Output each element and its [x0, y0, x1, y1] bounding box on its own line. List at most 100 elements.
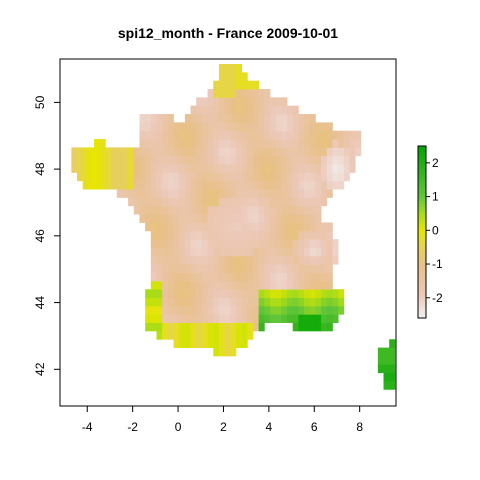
raster-cell	[264, 289, 271, 298]
raster-cell	[315, 297, 322, 307]
raster-cell	[241, 330, 248, 340]
raster-cell	[207, 205, 214, 215]
raster-cell	[179, 155, 186, 165]
legend-color-step	[418, 166, 426, 170]
raster-cell	[321, 305, 328, 315]
raster-cell	[190, 114, 197, 123]
raster-cell	[190, 147, 197, 157]
raster-cell	[139, 214, 146, 223]
raster-cell	[309, 205, 316, 215]
raster-cell	[156, 172, 163, 182]
raster-cell	[218, 122, 225, 132]
raster-cell	[179, 297, 186, 307]
raster-cell	[258, 305, 265, 315]
legend-color-step	[418, 272, 426, 276]
raster-cell	[201, 139, 208, 148]
raster-cell	[213, 80, 220, 90]
raster-cell	[281, 139, 288, 148]
raster-cell	[287, 272, 294, 282]
raster-cell	[241, 164, 248, 173]
raster-cell	[150, 247, 157, 257]
raster-cell	[218, 264, 225, 273]
raster-cell	[235, 164, 243, 173]
raster-cell	[218, 280, 225, 290]
raster-cell	[150, 230, 157, 240]
raster-cell	[252, 139, 260, 148]
raster-cell	[213, 330, 220, 340]
raster-cell	[270, 247, 277, 257]
raster-cell	[332, 255, 339, 265]
raster-cell	[247, 264, 254, 273]
raster-cell	[218, 147, 225, 157]
legend-color-step	[418, 183, 426, 187]
raster-cell	[196, 105, 203, 115]
raster-cell	[241, 314, 248, 323]
raster-cell	[309, 255, 316, 265]
raster-cell	[224, 164, 231, 173]
raster-cell	[156, 122, 163, 132]
raster-cell	[207, 214, 214, 223]
raster-cell	[88, 164, 95, 173]
raster-cell	[235, 289, 243, 298]
legend-color-step	[418, 174, 426, 179]
raster-cell	[201, 322, 208, 332]
raster-cell	[82, 155, 89, 165]
raster-cell	[213, 289, 220, 298]
raster-cell	[247, 280, 254, 290]
raster-cell	[218, 180, 225, 190]
raster-cell	[332, 305, 339, 315]
raster-cell	[71, 164, 78, 173]
legend-color-step	[418, 315, 426, 319]
raster-cell	[213, 205, 220, 215]
raster-cell	[270, 239, 277, 248]
raster-cell	[304, 272, 311, 282]
legend-color-step	[418, 283, 426, 287]
raster-cell	[343, 139, 350, 148]
raster-cell	[190, 264, 197, 273]
map-layer	[71, 64, 396, 390]
legend-color-step	[418, 209, 426, 213]
legend-color-step	[418, 177, 426, 181]
raster-cell	[230, 239, 237, 248]
raster-cell	[389, 364, 396, 374]
raster-cell	[275, 255, 282, 265]
raster-cell	[190, 180, 197, 190]
raster-cell	[258, 130, 265, 140]
raster-cell	[292, 214, 299, 223]
raster-cell	[218, 297, 225, 307]
raster-cell	[111, 172, 118, 182]
raster-cell	[196, 155, 203, 165]
raster-cell	[122, 172, 129, 182]
raster-cell	[207, 314, 214, 323]
legend-color-step	[418, 286, 426, 290]
raster-cell	[298, 314, 305, 323]
raster-cell	[247, 180, 254, 190]
raster-cell	[139, 122, 146, 132]
raster-cell	[292, 272, 299, 282]
raster-cell	[252, 105, 260, 115]
raster-cell	[383, 380, 390, 390]
raster-cell	[247, 272, 254, 282]
raster-cell	[281, 155, 288, 165]
raster-cell	[213, 89, 220, 98]
raster-cell	[264, 280, 271, 290]
legend-color-step	[418, 277, 426, 282]
raster-cell	[270, 314, 277, 323]
raster-cell	[213, 189, 220, 198]
raster-cell	[264, 214, 271, 223]
raster-cell	[252, 247, 260, 257]
raster-cell	[241, 189, 248, 198]
raster-cell	[213, 105, 220, 115]
raster-cell	[122, 180, 129, 190]
legend-color-step	[418, 189, 426, 193]
raster-cell	[326, 164, 333, 173]
raster-cell	[252, 280, 260, 290]
raster-cell	[196, 130, 203, 140]
raster-cell	[252, 130, 260, 140]
raster-cell	[88, 172, 95, 182]
raster-cell	[230, 297, 237, 307]
raster-cell	[162, 247, 169, 257]
raster-cell	[270, 272, 277, 282]
raster-cell	[179, 272, 186, 282]
raster-cell	[332, 172, 339, 182]
